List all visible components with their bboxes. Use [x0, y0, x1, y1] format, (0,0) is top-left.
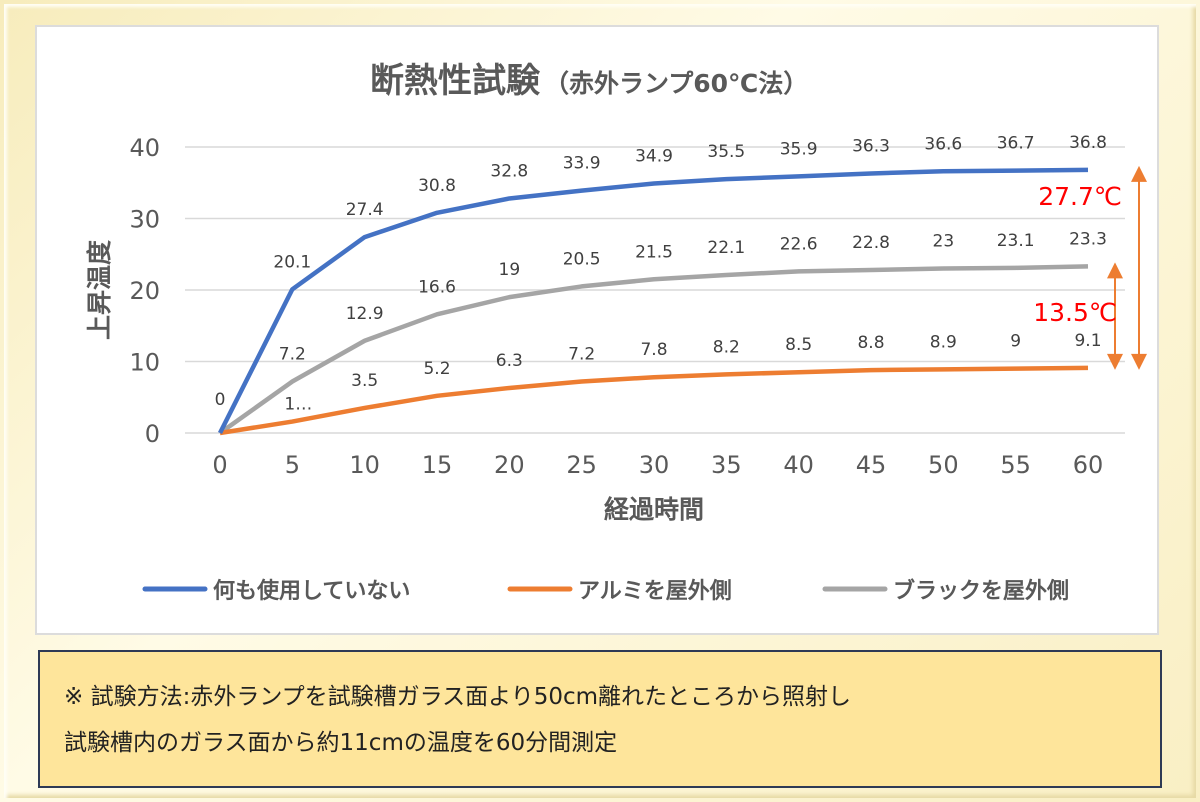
- data-label: 7.8: [640, 340, 667, 360]
- data-label: 23: [933, 232, 955, 252]
- legend-label: ブラックを屋外側: [893, 578, 1069, 604]
- series-line: [218, 264, 1089, 435]
- data-label: 1…: [284, 395, 312, 415]
- data-label: 35.5: [707, 142, 745, 162]
- chart-subtitle: （赤外ランプ60℃法）: [544, 69, 808, 98]
- data-label: 33.9: [563, 154, 601, 174]
- legend-label: 何も使用していない: [213, 578, 410, 604]
- data-label: 8.5: [785, 335, 812, 355]
- series-line: [219, 365, 1089, 436]
- data-label: 20.1: [273, 252, 311, 272]
- data-label: 36.7: [997, 134, 1035, 154]
- note-line-1: ※ 試験方法:赤外ランプを試験槽ガラス面より50cm離れたところから照射し: [64, 684, 852, 710]
- y-axis-label: 上昇温度: [85, 240, 114, 340]
- x-tick-label: 30: [639, 451, 670, 479]
- chart-title: 断熱性試験: [370, 61, 541, 101]
- x-tick-label: 15: [422, 451, 453, 479]
- data-label: 8.8: [857, 333, 884, 353]
- x-tick-label: 35: [711, 451, 742, 479]
- data-label: 27.4: [346, 200, 384, 220]
- y-tick-label: 40: [129, 134, 160, 162]
- data-label: 8.2: [713, 337, 740, 357]
- data-label: 8.9: [930, 332, 957, 352]
- data-label: 19: [499, 260, 521, 280]
- data-label: 7.2: [568, 345, 595, 365]
- y-tick-label: 30: [129, 206, 160, 234]
- data-label: 34.9: [635, 146, 673, 166]
- x-tick-label: 50: [928, 451, 959, 479]
- test-method-note: ※ 試験方法:赤外ランプを試験槽ガラス面より50cm離れたところから照射し 試験…: [38, 650, 1162, 788]
- arrow-up-icon: [1131, 165, 1147, 182]
- x-tick-label: 40: [783, 451, 814, 479]
- data-label: 0: [215, 390, 226, 410]
- x-tick-label: 55: [1000, 451, 1031, 479]
- data-label: 16.6: [418, 277, 456, 297]
- data-label: 20.5: [563, 249, 601, 269]
- x-tick-label: 20: [494, 451, 525, 479]
- y-tick-label: 0: [145, 420, 160, 448]
- difference-label-blue: 27.7℃: [1038, 182, 1122, 211]
- arrow-up-icon: [1107, 262, 1123, 279]
- data-label: 9: [1010, 332, 1021, 352]
- data-label: 36.3: [852, 136, 890, 156]
- legend-label: アルミを屋外側: [578, 578, 732, 604]
- data-label: 32.8: [490, 161, 528, 181]
- chart-panel: [35, 25, 1159, 635]
- x-tick-label: 0: [212, 451, 227, 479]
- data-label: 7.2: [279, 345, 306, 365]
- data-label: 23.1: [997, 231, 1035, 251]
- series-line: [217, 167, 1089, 435]
- x-tick-label: 5: [285, 451, 300, 479]
- x-tick-label: 25: [566, 451, 597, 479]
- data-label: 22.8: [852, 233, 890, 253]
- data-label: 22.6: [780, 234, 818, 254]
- x-axis-label: 経過時間: [604, 495, 704, 524]
- y-tick-label: 20: [129, 277, 160, 305]
- data-label: 36.8: [1069, 133, 1107, 153]
- data-label: 9.1: [1074, 331, 1101, 351]
- data-label: 12.9: [346, 304, 384, 324]
- data-label: 36.6: [924, 134, 962, 154]
- arrow-down-icon: [1131, 353, 1147, 370]
- data-label: 35.9: [780, 139, 818, 159]
- x-tick-label: 10: [349, 451, 380, 479]
- x-tick-label: 45: [856, 451, 887, 479]
- y-tick-label: 10: [129, 349, 160, 377]
- difference-label-gray: 13.5℃: [1033, 298, 1117, 327]
- data-label: 22.1: [707, 238, 745, 258]
- data-label: 30.8: [418, 176, 456, 196]
- data-label: 3.5: [351, 371, 378, 391]
- data-label: 6.3: [496, 351, 523, 371]
- data-label: 21.5: [635, 242, 673, 262]
- data-label: 5.2: [423, 359, 450, 379]
- x-tick-label: 60: [1073, 451, 1104, 479]
- note-line-2: 試験槽内のガラス面から約11cmの温度を60分間測定: [64, 730, 618, 756]
- data-label: 23.3: [1069, 229, 1107, 249]
- arrow-down-icon: [1107, 353, 1123, 370]
